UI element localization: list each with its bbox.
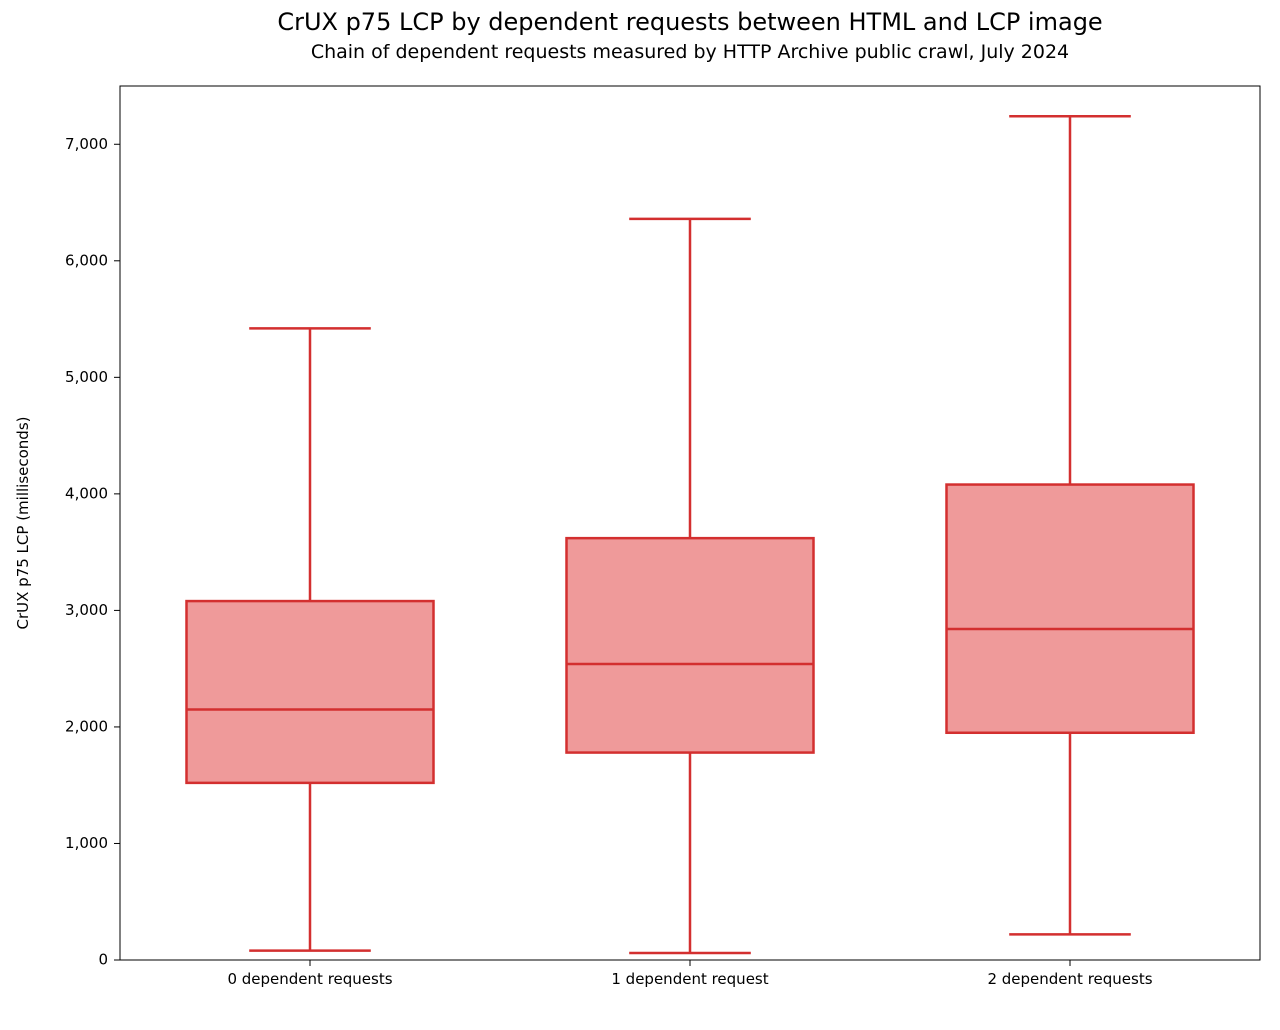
box: [567, 538, 814, 752]
boxplot-chart: CrUX p75 LCP by dependent requests betwe…: [0, 0, 1280, 1030]
y-tick-label: 0: [98, 951, 108, 969]
x-tick-label: 2 dependent requests: [987, 970, 1152, 988]
chart-subtitle: Chain of dependent requests measured by …: [311, 41, 1069, 63]
y-tick-label: 7,000: [65, 135, 108, 153]
x-tick-label: 0 dependent requests: [227, 970, 392, 988]
chart-title: CrUX p75 LCP by dependent requests betwe…: [277, 8, 1102, 36]
y-tick-label: 5,000: [65, 368, 108, 386]
y-tick-label: 6,000: [65, 251, 108, 269]
y-tick-label: 1,000: [65, 834, 108, 852]
y-axis-label: CrUX p75 LCP (milliseconds): [14, 417, 32, 630]
box: [187, 601, 434, 783]
x-tick-label: 1 dependent request: [611, 970, 768, 988]
y-tick-label: 2,000: [65, 717, 108, 735]
y-tick-label: 3,000: [65, 601, 108, 619]
y-tick-label: 4,000: [65, 484, 108, 502]
chart-svg: CrUX p75 LCP by dependent requests betwe…: [0, 0, 1280, 1030]
box: [947, 485, 1194, 733]
